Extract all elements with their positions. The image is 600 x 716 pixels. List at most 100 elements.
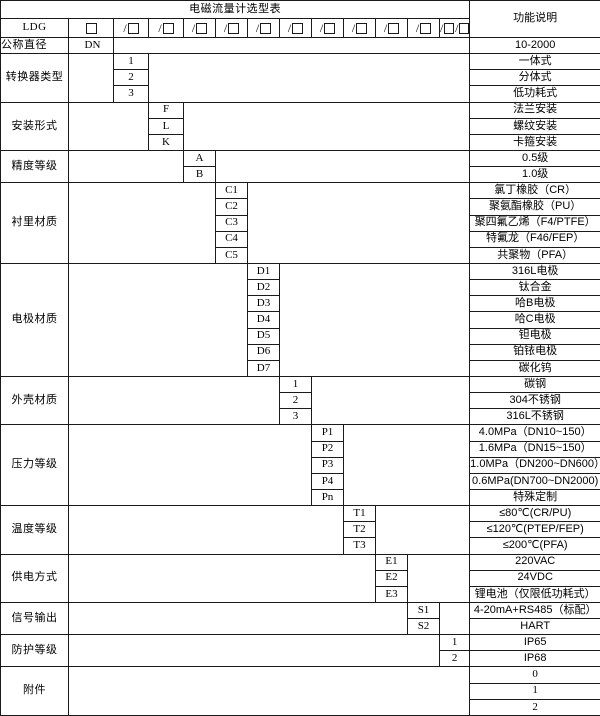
option-desc-11-0: IP65 (469, 634, 600, 652)
table-row: 衬里材质 C1 氯丁橡胶（CR） (0, 182, 600, 264)
option-code-5-2[interactable]: D3 (247, 295, 280, 313)
option-desc-8-2: ≤200℃(PFA) (469, 537, 600, 555)
option-code-8-0[interactable]: T1 (343, 505, 376, 523)
spacer-left-8 (68, 505, 344, 555)
model-slot-11[interactable]: / / (438, 18, 471, 38)
model-slot-7[interactable]: / (311, 18, 344, 38)
row-label-8: 温度等级 (0, 505, 69, 555)
option-desc-7-1: 1.6MPa（DN15~150） (469, 440, 600, 458)
model-slot-10[interactable]: / (407, 18, 440, 38)
row-label-6: 外壳材质 (0, 375, 69, 426)
option-desc-3-0: 0.5级 (469, 149, 600, 168)
option-code-4-4[interactable]: C5 (215, 246, 248, 264)
option-code-12-1[interactable]: 1 (469, 682, 600, 700)
option-code-4-1[interactable]: C2 (215, 198, 248, 216)
option-desc-4-4: 共聚物（PFA） (469, 246, 600, 264)
option-code-9-2[interactable]: E3 (375, 585, 408, 603)
option-code-12-2[interactable]: 2 (469, 698, 600, 716)
option-code-12-0[interactable]: 0 (469, 666, 600, 684)
table-row: 电极材质 D1 316L电极 (0, 262, 600, 377)
spacer-right-1 (147, 53, 471, 103)
option-code-10-1[interactable]: S2 (407, 618, 440, 636)
spacer-right-2 (182, 101, 471, 151)
spacer-right-4 (246, 182, 471, 264)
function-description-header: 功能说明 (469, 0, 600, 38)
row-label-4: 衬里材质 (0, 182, 69, 264)
option-code-7-1[interactable]: P2 (311, 440, 344, 458)
option-code-10-0[interactable]: S1 (407, 601, 440, 620)
spacer-right-5 (278, 262, 471, 377)
option-code-2-2[interactable]: K (148, 133, 184, 151)
option-code-1-1[interactable]: 2 (113, 69, 149, 87)
option-code-1-0[interactable]: 1 (113, 53, 149, 71)
option-code-9-1[interactable]: E2 (375, 569, 408, 587)
row-label-12: 附件 (0, 666, 69, 716)
option-code-11-0[interactable]: 1 (438, 634, 471, 652)
model-prefix: LDG (0, 18, 69, 38)
option-desc-0-0: 10-2000 (469, 36, 600, 55)
option-code-11-1[interactable]: 2 (438, 650, 471, 668)
spacer-right-3 (214, 149, 471, 184)
option-code-6-2[interactable]: 3 (279, 408, 312, 426)
option-code-7-2[interactable]: P3 (311, 456, 344, 474)
option-desc-5-4: 钽电极 (469, 327, 600, 345)
option-code-5-5[interactable]: D6 (247, 343, 280, 361)
option-desc-1-2: 低功耗式 (469, 85, 600, 103)
option-code-6-0[interactable]: 1 (279, 375, 312, 394)
option-code-8-1[interactable]: T2 (343, 521, 376, 539)
row-label-5: 电极材质 (0, 262, 69, 377)
option-code-2-0[interactable]: F (148, 101, 184, 119)
dn-label: DN (68, 36, 114, 55)
spacer-right-8 (374, 505, 471, 555)
option-desc-6-2: 316L不锈钢 (469, 408, 600, 426)
option-desc-5-0: 316L电极 (469, 262, 600, 281)
table-row: 供电方式 E1 220VAC (0, 553, 600, 603)
table-row: 信号输出 S1 4-20mA+RS485（标配） (0, 601, 600, 636)
spacer-left-4 (68, 182, 216, 264)
option-desc-4-3: 特氟龙（F46/FEP） (469, 230, 600, 248)
option-desc-7-2: 1.0MPa（DN200~DN600） (469, 456, 600, 474)
option-code-5-0[interactable]: D1 (247, 262, 280, 281)
spacer-right-6 (310, 375, 471, 426)
model-slot-8[interactable]: / (343, 18, 376, 38)
option-code-7-3[interactable]: P4 (311, 472, 344, 490)
model-slot-9[interactable]: / (375, 18, 408, 38)
table-row: B 1.0级 (1, 166, 600, 184)
option-code-7-4[interactable]: Pn (311, 488, 344, 507)
spacer-left-12 (67, 666, 471, 716)
option-code-3-1[interactable]: B (183, 166, 216, 184)
option-code-5-6[interactable]: D7 (247, 359, 280, 377)
table-row: K 卡箍安装 (1, 133, 600, 151)
model-slot-4[interactable]: / (215, 18, 248, 38)
option-code-4-0[interactable]: C1 (215, 182, 248, 200)
row-label-1: 转换器类型 (0, 53, 69, 103)
model-slot-5[interactable]: / (247, 18, 280, 38)
option-code-2-1[interactable]: L (148, 117, 184, 135)
model-slot-0[interactable] (68, 18, 114, 38)
model-slot-6[interactable]: / (279, 18, 312, 38)
option-code-7-0[interactable]: P1 (311, 424, 344, 442)
table-row: C3 聚四氟乙烯（F4/PTFE） (1, 214, 600, 232)
option-code-5-3[interactable]: D4 (247, 311, 280, 329)
option-code-8-2[interactable]: T3 (343, 537, 376, 555)
spacer-right-0 (112, 36, 471, 55)
option-desc-5-6: 碳化钨 (469, 359, 600, 377)
spacer-right-7 (342, 424, 471, 507)
option-code-3-0[interactable]: A (183, 149, 216, 168)
option-code-6-1[interactable]: 2 (279, 392, 312, 410)
option-code-4-3[interactable]: C4 (215, 230, 248, 248)
option-desc-5-5: 铂铱电极 (469, 343, 600, 361)
model-slot-3[interactable]: / (183, 18, 216, 38)
option-code-9-0[interactable]: E1 (375, 553, 408, 571)
option-code-5-4[interactable]: D5 (247, 327, 280, 345)
option-code-4-2[interactable]: C3 (215, 214, 248, 232)
spacer-left-3 (68, 149, 184, 184)
option-code-5-1[interactable]: D2 (247, 279, 280, 297)
model-slot-2[interactable]: / (148, 18, 184, 38)
option-desc-7-4: 特殊定制 (469, 488, 600, 507)
model-slot-1[interactable]: / (113, 18, 149, 38)
option-code-1-2[interactable]: 3 (113, 85, 149, 103)
